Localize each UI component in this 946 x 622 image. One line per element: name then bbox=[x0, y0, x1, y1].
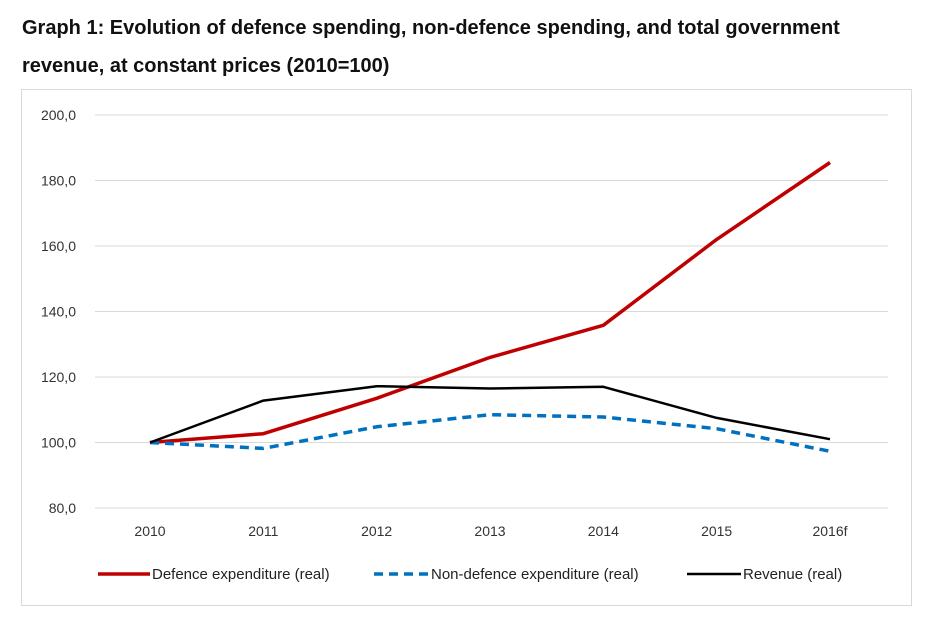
series-line-3 bbox=[149, 384, 831, 444]
series-2-point bbox=[488, 413, 492, 417]
x-tick-label: 2013 bbox=[474, 523, 505, 539]
series-3-point bbox=[488, 386, 492, 390]
series-1-point bbox=[715, 237, 719, 241]
series-1-point bbox=[375, 396, 379, 400]
series-2-point bbox=[601, 415, 605, 419]
y-tick-label: 100,0 bbox=[41, 435, 76, 451]
legend-label-1: Defence expenditure (real) bbox=[152, 566, 330, 583]
y-tick-label: 160,0 bbox=[41, 238, 76, 254]
chart-area-border bbox=[21, 89, 912, 606]
y-tick-label: 120,0 bbox=[41, 369, 76, 385]
series-1-point bbox=[828, 160, 832, 164]
series-2-point bbox=[715, 427, 719, 431]
series-1-point bbox=[488, 355, 492, 359]
series-3-point bbox=[148, 441, 152, 445]
series-3-point bbox=[601, 385, 605, 389]
x-tick-label: 2014 bbox=[588, 523, 619, 539]
y-tick-label: 200,0 bbox=[41, 107, 76, 123]
chart-title-line-1: Graph 1: Evolution of defence spending, … bbox=[22, 17, 840, 39]
x-tick-label: 2010 bbox=[134, 523, 165, 539]
y-tick-label: 140,0 bbox=[41, 304, 76, 320]
legend-label-3: Revenue (real) bbox=[743, 566, 842, 583]
series-3-point bbox=[375, 384, 379, 388]
series-2-point bbox=[828, 449, 832, 453]
y-tick-label: 80,0 bbox=[49, 500, 76, 516]
series-2-point bbox=[375, 425, 379, 429]
series-3-point bbox=[828, 437, 832, 441]
series-2-point bbox=[261, 446, 265, 450]
x-tick-label: 2016f bbox=[812, 523, 847, 539]
y-tick-label: 180,0 bbox=[41, 173, 76, 189]
series-1-point bbox=[601, 323, 605, 327]
series-3-point bbox=[715, 416, 719, 420]
series-line-2 bbox=[149, 412, 831, 454]
chart-title: Graph 1: Evolution of defence spending, … bbox=[22, 9, 932, 85]
series-line-1 bbox=[149, 161, 831, 445]
legend-label-2: Non-defence expenditure (real) bbox=[431, 566, 639, 583]
series-3-point bbox=[261, 399, 265, 403]
x-tick-label: 2015 bbox=[701, 523, 732, 539]
x-tick-label: 2011 bbox=[248, 523, 278, 539]
x-tick-label: 2012 bbox=[361, 523, 392, 539]
chart-title-line-2: revenue, at constant prices (2010=100) bbox=[22, 55, 390, 77]
series-1-point bbox=[261, 432, 265, 436]
